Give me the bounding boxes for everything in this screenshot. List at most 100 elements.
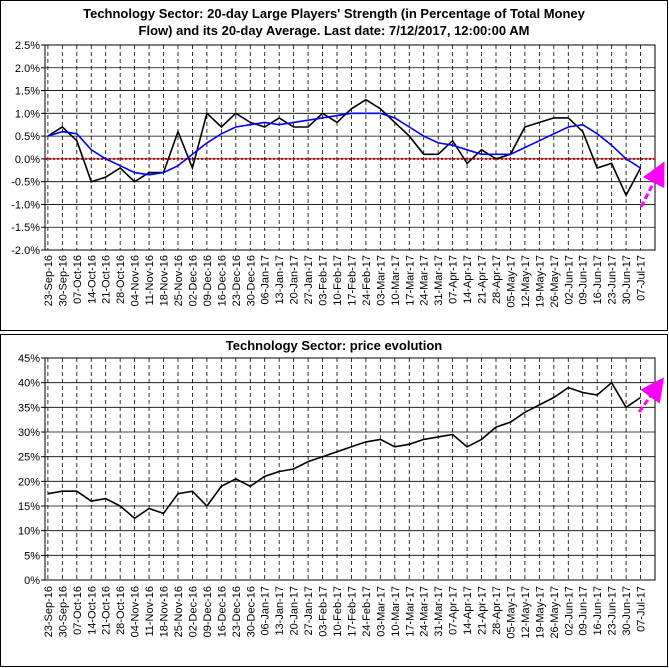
- x-tick-label: 02-Dec-16: [187, 255, 199, 306]
- x-tick-label: 03-Mar-17: [375, 586, 387, 637]
- x-tick-label: 16-Jun-17: [592, 255, 604, 305]
- x-tick-label: 02-Jun-17: [563, 255, 575, 305]
- x-tick-label: 11-Nov-16: [144, 586, 156, 637]
- x-tick-label: 10-Feb-17: [332, 586, 344, 637]
- x-tick-label: 06-Jan-17: [260, 255, 272, 305]
- x-tick-label: 17-Feb-17: [346, 586, 358, 637]
- x-tick-label: 18-Nov-16: [159, 586, 171, 637]
- x-tick-label: 30-Dec-16: [245, 255, 257, 306]
- x-tick-label: 07-Oct-16: [72, 255, 84, 304]
- series-line: [47, 112, 641, 176]
- x-tick-label: 23-Jun-17: [607, 255, 619, 305]
- x-tick-label: 13-Jan-17: [274, 586, 286, 636]
- trend-arrow: [637, 377, 665, 413]
- x-tick-label: 03-Feb-17: [318, 586, 330, 637]
- y-tick-label: 0.5%: [15, 131, 40, 143]
- x-tick-label: 19-May-17: [534, 255, 546, 308]
- y-tick-label: 2.5%: [15, 40, 40, 52]
- x-tick-label: 24-Feb-17: [361, 586, 373, 637]
- y-tick-label: 0%: [24, 575, 40, 587]
- x-tick-label: 07-Jul-17: [636, 586, 648, 632]
- y-tick-label: 1.5%: [15, 86, 40, 98]
- x-tick-label: 23-Jun-17: [607, 586, 619, 636]
- chart-title: Flow) and its 20-day Average. Last date:…: [139, 23, 530, 38]
- x-tick-label: 21-Apr-17: [477, 586, 489, 635]
- y-tick-label: 25%: [18, 452, 40, 464]
- x-tick-label: 21-Apr-17: [477, 255, 489, 304]
- y-tick-label: -2.0%: [11, 245, 40, 257]
- x-tick-label: 07-Apr-17: [448, 255, 460, 304]
- x-tick-label: 03-Feb-17: [318, 255, 330, 306]
- x-tick-label: 02-Dec-16: [187, 586, 199, 637]
- x-tick-label: 10-Feb-17: [332, 255, 344, 306]
- x-tick-label: 09-Dec-16: [202, 586, 214, 637]
- x-tick-label: 05-May-17: [505, 255, 517, 308]
- x-tick-label: 07-Jul-17: [636, 255, 648, 301]
- x-tick-label: 10-Mar-17: [390, 586, 402, 637]
- y-tick-label: 2.0%: [15, 63, 40, 75]
- x-tick-label: 23-Dec-16: [231, 586, 243, 637]
- y-tick-label: 20%: [18, 476, 40, 488]
- x-tick-label: 17-Mar-17: [404, 255, 416, 306]
- x-tick-label: 09-Jun-17: [578, 586, 590, 636]
- y-tick-label: -1.5%: [11, 222, 40, 234]
- x-tick-label: 25-Nov-16: [173, 586, 185, 637]
- y-tick-label: 40%: [18, 378, 40, 390]
- x-tick-label: 16-Dec-16: [216, 586, 228, 637]
- x-tick-label: 12-May-17: [520, 255, 532, 308]
- x-tick-label: 09-Dec-16: [202, 255, 214, 306]
- x-tick-label: 18-Nov-16: [159, 255, 171, 306]
- x-tick-label: 21-Oct-16: [101, 255, 113, 304]
- chart-title: Technology Sector: price evolution: [226, 338, 443, 353]
- x-tick-label: 27-Jan-17: [303, 255, 315, 305]
- plot-area: [44, 44, 656, 251]
- y-tick-label: 30%: [18, 427, 40, 439]
- x-tick-label: 02-Jun-17: [563, 586, 575, 636]
- x-tick-label: 16-Dec-16: [216, 255, 228, 306]
- x-tick-label: 27-Jan-17: [303, 586, 315, 636]
- x-tick-label: 20-Jan-17: [289, 255, 301, 305]
- x-tick-label: 17-Mar-17: [404, 586, 416, 637]
- series-line: [47, 381, 641, 520]
- x-tick-label: 28-Oct-16: [115, 255, 127, 304]
- x-tick-label: 03-Mar-17: [375, 255, 387, 306]
- x-tick-label: 28-Oct-16: [115, 586, 127, 635]
- y-tick-label: -0.5%: [11, 177, 40, 189]
- y-tick-label: 1.0%: [15, 108, 40, 120]
- x-tick-label: 07-Oct-16: [72, 586, 84, 635]
- x-tick-label: 11-Nov-16: [144, 255, 156, 306]
- x-tick-label: 31-Mar-17: [433, 586, 445, 637]
- x-tick-label: 13-Jan-17: [274, 255, 286, 305]
- x-tick-label: 14-Oct-16: [86, 255, 98, 304]
- x-tick-label: 20-Jan-17: [289, 586, 301, 636]
- x-tick-label: 25-Nov-16: [173, 255, 185, 306]
- x-tick-label: 21-Oct-16: [101, 586, 113, 635]
- x-tick-label: 16-Jun-17: [592, 586, 604, 636]
- x-tick-label: 24-Mar-17: [419, 586, 431, 637]
- x-tick-label: 23-Dec-16: [231, 255, 243, 306]
- x-tick-label: 30-Dec-16: [245, 586, 257, 637]
- y-tick-label: 45%: [18, 353, 40, 365]
- x-tick-label: 04-Nov-16: [130, 255, 142, 306]
- y-tick-label: 10%: [18, 526, 40, 538]
- x-tick-label: 14-Apr-17: [462, 255, 474, 304]
- x-tick-label: 24-Mar-17: [419, 255, 431, 306]
- x-tick-label: 28-Apr-17: [491, 255, 503, 304]
- x-tick-label: 19-May-17: [534, 586, 546, 639]
- x-tick-label: 06-Jan-17: [260, 586, 272, 636]
- x-tick-label: 30-Sep-16: [57, 255, 69, 306]
- x-tick-label: 28-Apr-17: [491, 586, 503, 635]
- y-tick-label: 0.0%: [15, 154, 40, 166]
- y-tick-label: -1.0%: [11, 199, 40, 211]
- x-tick-label: 04-Nov-16: [130, 586, 142, 637]
- x-tick-label: 26-May-17: [549, 255, 561, 308]
- chart-title: Technology Sector: 20-day Large Players'…: [83, 6, 586, 21]
- x-tick-label: 30-Jun-17: [621, 586, 633, 636]
- x-tick-label: 23-Sep-16: [43, 255, 55, 306]
- x-tick-label: 26-May-17: [549, 586, 561, 639]
- x-tick-label: 31-Mar-17: [433, 255, 445, 306]
- x-tick-label: 07-Apr-17: [448, 586, 460, 635]
- x-tick-label: 30-Sep-16: [57, 586, 69, 637]
- x-tick-label: 05-May-17: [505, 586, 517, 639]
